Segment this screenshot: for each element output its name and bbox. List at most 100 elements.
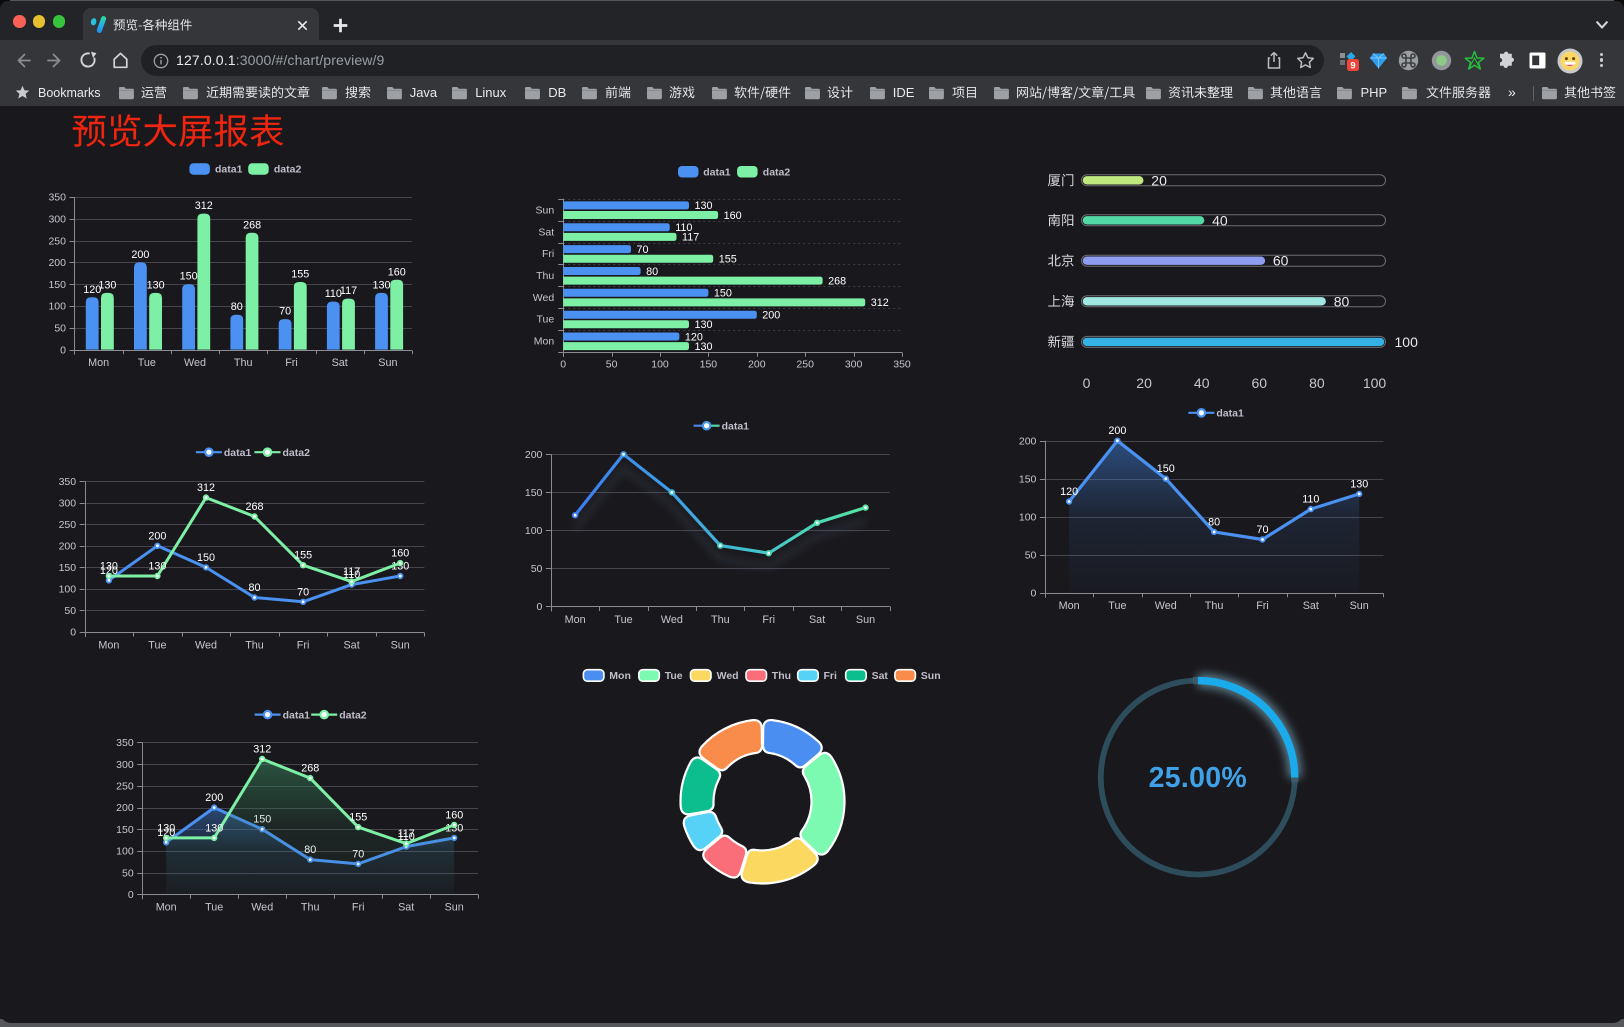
svg-text:200: 200 xyxy=(59,541,77,553)
svg-text:150: 150 xyxy=(116,824,134,836)
svg-text:200: 200 xyxy=(525,449,543,461)
svg-text:Wed: Wed xyxy=(251,902,273,914)
svg-text:40: 40 xyxy=(1194,375,1210,391)
svg-text:0: 0 xyxy=(560,359,566,371)
svg-text:100: 100 xyxy=(1395,334,1419,350)
svg-text:Sun: Sun xyxy=(391,639,410,651)
svg-text:Tue: Tue xyxy=(138,357,156,369)
svg-text:150: 150 xyxy=(1019,473,1037,485)
svg-text:Wed: Wed xyxy=(184,357,206,369)
svg-text:Thu: Thu xyxy=(772,670,791,682)
svg-text:117: 117 xyxy=(682,232,699,244)
svg-text:130: 130 xyxy=(98,279,116,291)
svg-text:130: 130 xyxy=(1350,478,1368,490)
svg-text:130: 130 xyxy=(695,341,713,353)
svg-text:130: 130 xyxy=(147,279,165,291)
svg-text:50: 50 xyxy=(606,359,618,371)
svg-text:160: 160 xyxy=(391,548,409,560)
svg-text:100: 100 xyxy=(59,584,77,596)
svg-text:150: 150 xyxy=(700,359,718,371)
svg-text:300: 300 xyxy=(845,359,863,371)
svg-text:200: 200 xyxy=(148,530,166,542)
svg-text:Sat: Sat xyxy=(398,902,414,914)
svg-text:70: 70 xyxy=(637,244,649,256)
svg-text:50: 50 xyxy=(54,323,66,335)
svg-text:150: 150 xyxy=(714,288,732,300)
svg-text:80: 80 xyxy=(231,301,243,313)
svg-text:200: 200 xyxy=(48,257,66,269)
svg-text:9: 9 xyxy=(1350,60,1355,71)
svg-text:80: 80 xyxy=(248,582,260,594)
svg-text:150: 150 xyxy=(59,562,77,574)
svg-text:350: 350 xyxy=(893,359,911,371)
svg-text:250: 250 xyxy=(116,781,134,793)
svg-text:20: 20 xyxy=(1136,375,1152,391)
svg-text:Fri: Fri xyxy=(542,248,554,260)
svg-text:Fri: Fri xyxy=(1256,600,1269,612)
svg-text:312: 312 xyxy=(253,744,271,756)
svg-text:70: 70 xyxy=(297,586,309,598)
svg-text:350: 350 xyxy=(59,476,77,488)
svg-text:155: 155 xyxy=(291,269,309,281)
svg-text:Sun: Sun xyxy=(378,357,397,369)
svg-text:268: 268 xyxy=(243,219,261,231)
svg-text:data1: data1 xyxy=(1216,408,1244,420)
svg-text:130: 130 xyxy=(157,822,175,834)
svg-text:Sat: Sat xyxy=(809,614,825,626)
svg-text:Mon: Mon xyxy=(98,639,119,651)
svg-text:Fri: Fri xyxy=(352,902,365,914)
svg-text:data1: data1 xyxy=(703,167,731,179)
svg-text:Sun: Sun xyxy=(445,902,464,914)
svg-text:155: 155 xyxy=(294,550,312,562)
svg-text:300: 300 xyxy=(116,759,134,771)
svg-text:160: 160 xyxy=(445,809,463,821)
svg-text:110: 110 xyxy=(675,222,692,234)
svg-text:0: 0 xyxy=(1083,375,1091,391)
svg-text:0: 0 xyxy=(1031,587,1037,599)
svg-text:100: 100 xyxy=(651,359,669,371)
svg-text:60: 60 xyxy=(1252,375,1268,391)
svg-text:100: 100 xyxy=(525,525,543,537)
svg-text:100: 100 xyxy=(48,301,66,313)
svg-text:350: 350 xyxy=(116,737,134,749)
svg-text:200: 200 xyxy=(1019,435,1037,447)
svg-text:120: 120 xyxy=(83,284,101,296)
svg-text:Sun: Sun xyxy=(921,670,941,682)
svg-text:117: 117 xyxy=(343,566,360,578)
svg-text:Sat: Sat xyxy=(332,357,348,369)
svg-text:data2: data2 xyxy=(763,167,791,179)
svg-text:Thu: Thu xyxy=(245,639,264,651)
svg-text:100: 100 xyxy=(1363,375,1387,391)
svg-text:Sat: Sat xyxy=(343,639,359,651)
svg-text:120: 120 xyxy=(100,565,118,577)
svg-text:155: 155 xyxy=(719,254,737,266)
svg-text:250: 250 xyxy=(59,519,77,531)
svg-text:Tue: Tue xyxy=(205,902,223,914)
svg-text:Fri: Fri xyxy=(297,639,310,651)
svg-text:Sun: Sun xyxy=(1350,600,1369,612)
svg-text:200: 200 xyxy=(1108,425,1126,437)
svg-text:Wed: Wed xyxy=(661,614,683,626)
svg-text:100: 100 xyxy=(1019,511,1037,523)
svg-text:120: 120 xyxy=(157,827,175,839)
svg-text:130: 130 xyxy=(695,200,713,212)
svg-text:120: 120 xyxy=(1060,486,1078,498)
svg-text:130: 130 xyxy=(148,561,166,573)
svg-text:312: 312 xyxy=(197,482,215,494)
svg-text:Fri: Fri xyxy=(824,670,838,682)
svg-text:data1: data1 xyxy=(215,164,243,176)
svg-text:70: 70 xyxy=(279,306,291,318)
svg-text:70: 70 xyxy=(1256,524,1268,536)
svg-text:80: 80 xyxy=(1208,516,1220,528)
svg-text:data1: data1 xyxy=(224,447,252,459)
svg-text:Mon: Mon xyxy=(609,670,631,682)
svg-text:130: 130 xyxy=(372,279,390,291)
svg-text:250: 250 xyxy=(48,235,66,247)
svg-text:350: 350 xyxy=(48,192,66,204)
svg-text:60: 60 xyxy=(1273,253,1289,269)
svg-text:Wed: Wed xyxy=(717,670,739,682)
svg-text:Thu: Thu xyxy=(536,270,554,282)
svg-text:40: 40 xyxy=(1212,212,1228,228)
svg-text:160: 160 xyxy=(388,266,406,278)
svg-text:Sat: Sat xyxy=(1303,600,1319,612)
